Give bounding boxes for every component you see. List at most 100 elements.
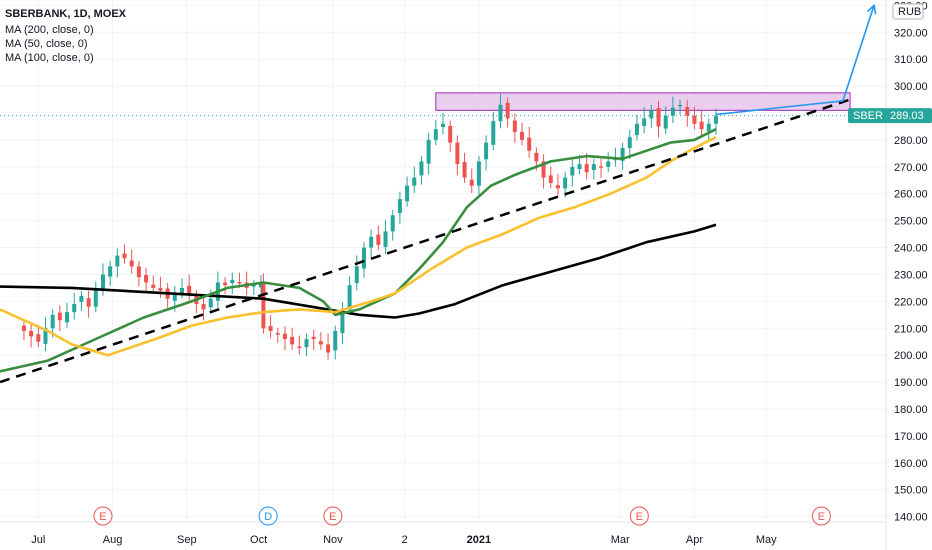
price-tick-label: 300.00 bbox=[894, 81, 928, 93]
candle-body bbox=[333, 330, 338, 351]
earnings-marker-label: E bbox=[818, 511, 825, 523]
candle-body bbox=[251, 285, 256, 287]
candle-body bbox=[462, 161, 467, 178]
price-tick-label: 140.00 bbox=[894, 512, 928, 524]
candle-body bbox=[448, 125, 453, 143]
price-tick-label: 250.00 bbox=[894, 216, 928, 228]
candle-body bbox=[555, 185, 560, 189]
price-tick-label: 170.00 bbox=[894, 431, 928, 443]
earnings-marker bbox=[811, 506, 831, 526]
candle-body bbox=[122, 253, 127, 259]
candle-body bbox=[685, 107, 690, 116]
candle-body bbox=[21, 325, 26, 331]
legend-ma50: MA (50, close, 0) bbox=[5, 38, 88, 50]
currency-button-label[interactable]: RUB bbox=[898, 6, 921, 18]
time-tick-label: Oct bbox=[250, 534, 267, 546]
candle-body bbox=[347, 285, 352, 310]
time-tick-label: May bbox=[756, 534, 777, 546]
price-tick-label: 280.00 bbox=[894, 135, 928, 147]
candle-body bbox=[354, 266, 359, 284]
candle-body bbox=[706, 123, 711, 132]
time-tick-label: Aug bbox=[103, 534, 123, 546]
earnings-marker bbox=[629, 506, 649, 526]
time-tick-label: Apr bbox=[686, 534, 703, 546]
forecast-arrow-head bbox=[866, 3, 877, 15]
candle-body bbox=[268, 326, 273, 331]
candle-body bbox=[172, 293, 177, 301]
candle-body bbox=[223, 282, 228, 286]
candle-body bbox=[642, 118, 647, 126]
support-trendline bbox=[0, 98, 851, 384]
candle-body bbox=[326, 344, 331, 353]
earnings-marker bbox=[323, 506, 343, 526]
candle-body bbox=[230, 279, 235, 284]
candle-body bbox=[620, 147, 625, 161]
price-tick-label: 200.00 bbox=[894, 350, 928, 362]
last-price-tag: SBER 289.03 bbox=[848, 108, 932, 124]
candle-body bbox=[369, 236, 374, 248]
candle-body bbox=[208, 298, 213, 308]
moving-averages bbox=[0, 128, 717, 373]
candle-body bbox=[649, 110, 654, 119]
candle-body bbox=[151, 284, 156, 288]
currency-button[interactable]: RUB bbox=[892, 3, 924, 20]
candle-body bbox=[144, 274, 149, 283]
candle-body bbox=[50, 314, 55, 329]
candle-body bbox=[79, 295, 84, 302]
candle-body bbox=[692, 115, 697, 124]
candle-body bbox=[699, 121, 704, 130]
candle-body bbox=[290, 336, 295, 345]
candle-body bbox=[426, 139, 431, 164]
candle-body bbox=[72, 304, 77, 313]
candle-body bbox=[100, 274, 105, 289]
candle-body bbox=[606, 161, 611, 167]
candle-body bbox=[361, 247, 366, 269]
time-axis[interactable]: Jul Aug Sep Oct Nov 2 2021 Mar Apr May bbox=[31, 534, 777, 546]
candle-body bbox=[599, 166, 604, 168]
candle-body bbox=[376, 234, 381, 245]
price-tick-label: 210.00 bbox=[894, 323, 928, 335]
legend: SBERBANK, 1D, MOEX MA (200, close, 0) MA… bbox=[5, 8, 127, 64]
candle-body bbox=[65, 312, 70, 323]
candle-body bbox=[297, 346, 302, 349]
candle-body bbox=[405, 185, 410, 202]
candle-body bbox=[275, 333, 280, 335]
currency-button-box[interactable] bbox=[892, 3, 924, 20]
time-tick-label: Sep bbox=[177, 534, 197, 546]
candle-body bbox=[36, 334, 41, 342]
price-tick-label: 260.00 bbox=[894, 189, 928, 201]
candle-body bbox=[670, 107, 675, 116]
candle-body bbox=[476, 161, 481, 186]
candle-body bbox=[584, 164, 589, 173]
candle-body bbox=[484, 142, 489, 160]
resistance-zone bbox=[435, 92, 851, 111]
legend-title: SBERBANK, 1D, MOEX bbox=[5, 8, 127, 20]
candle-body bbox=[441, 123, 445, 128]
candle-body bbox=[340, 309, 345, 334]
candle-body bbox=[469, 179, 474, 186]
legend-ma200: MA (200, close, 0) bbox=[5, 24, 94, 36]
candle-body bbox=[158, 287, 163, 291]
candle-body bbox=[505, 102, 510, 119]
candle-body bbox=[656, 108, 661, 127]
price-tag-symbol: SBER bbox=[853, 110, 883, 122]
candle-body bbox=[433, 129, 438, 140]
candle-body bbox=[318, 341, 323, 345]
candle-body bbox=[108, 266, 113, 277]
candle-body bbox=[678, 104, 683, 107]
candle-body bbox=[498, 104, 503, 122]
candle-body bbox=[282, 333, 287, 340]
candle-body bbox=[548, 175, 553, 183]
candle-body bbox=[541, 161, 546, 178]
time-tick-label: Mar bbox=[611, 534, 630, 546]
candle-body bbox=[93, 290, 98, 307]
candle-body bbox=[534, 152, 539, 162]
earnings-marker-label: E bbox=[329, 511, 336, 523]
candle-body bbox=[187, 285, 192, 294]
price-tag-box bbox=[848, 108, 932, 124]
time-tick-label: 2 bbox=[402, 534, 408, 546]
candle-body bbox=[577, 164, 582, 169]
candle-body bbox=[237, 281, 242, 284]
